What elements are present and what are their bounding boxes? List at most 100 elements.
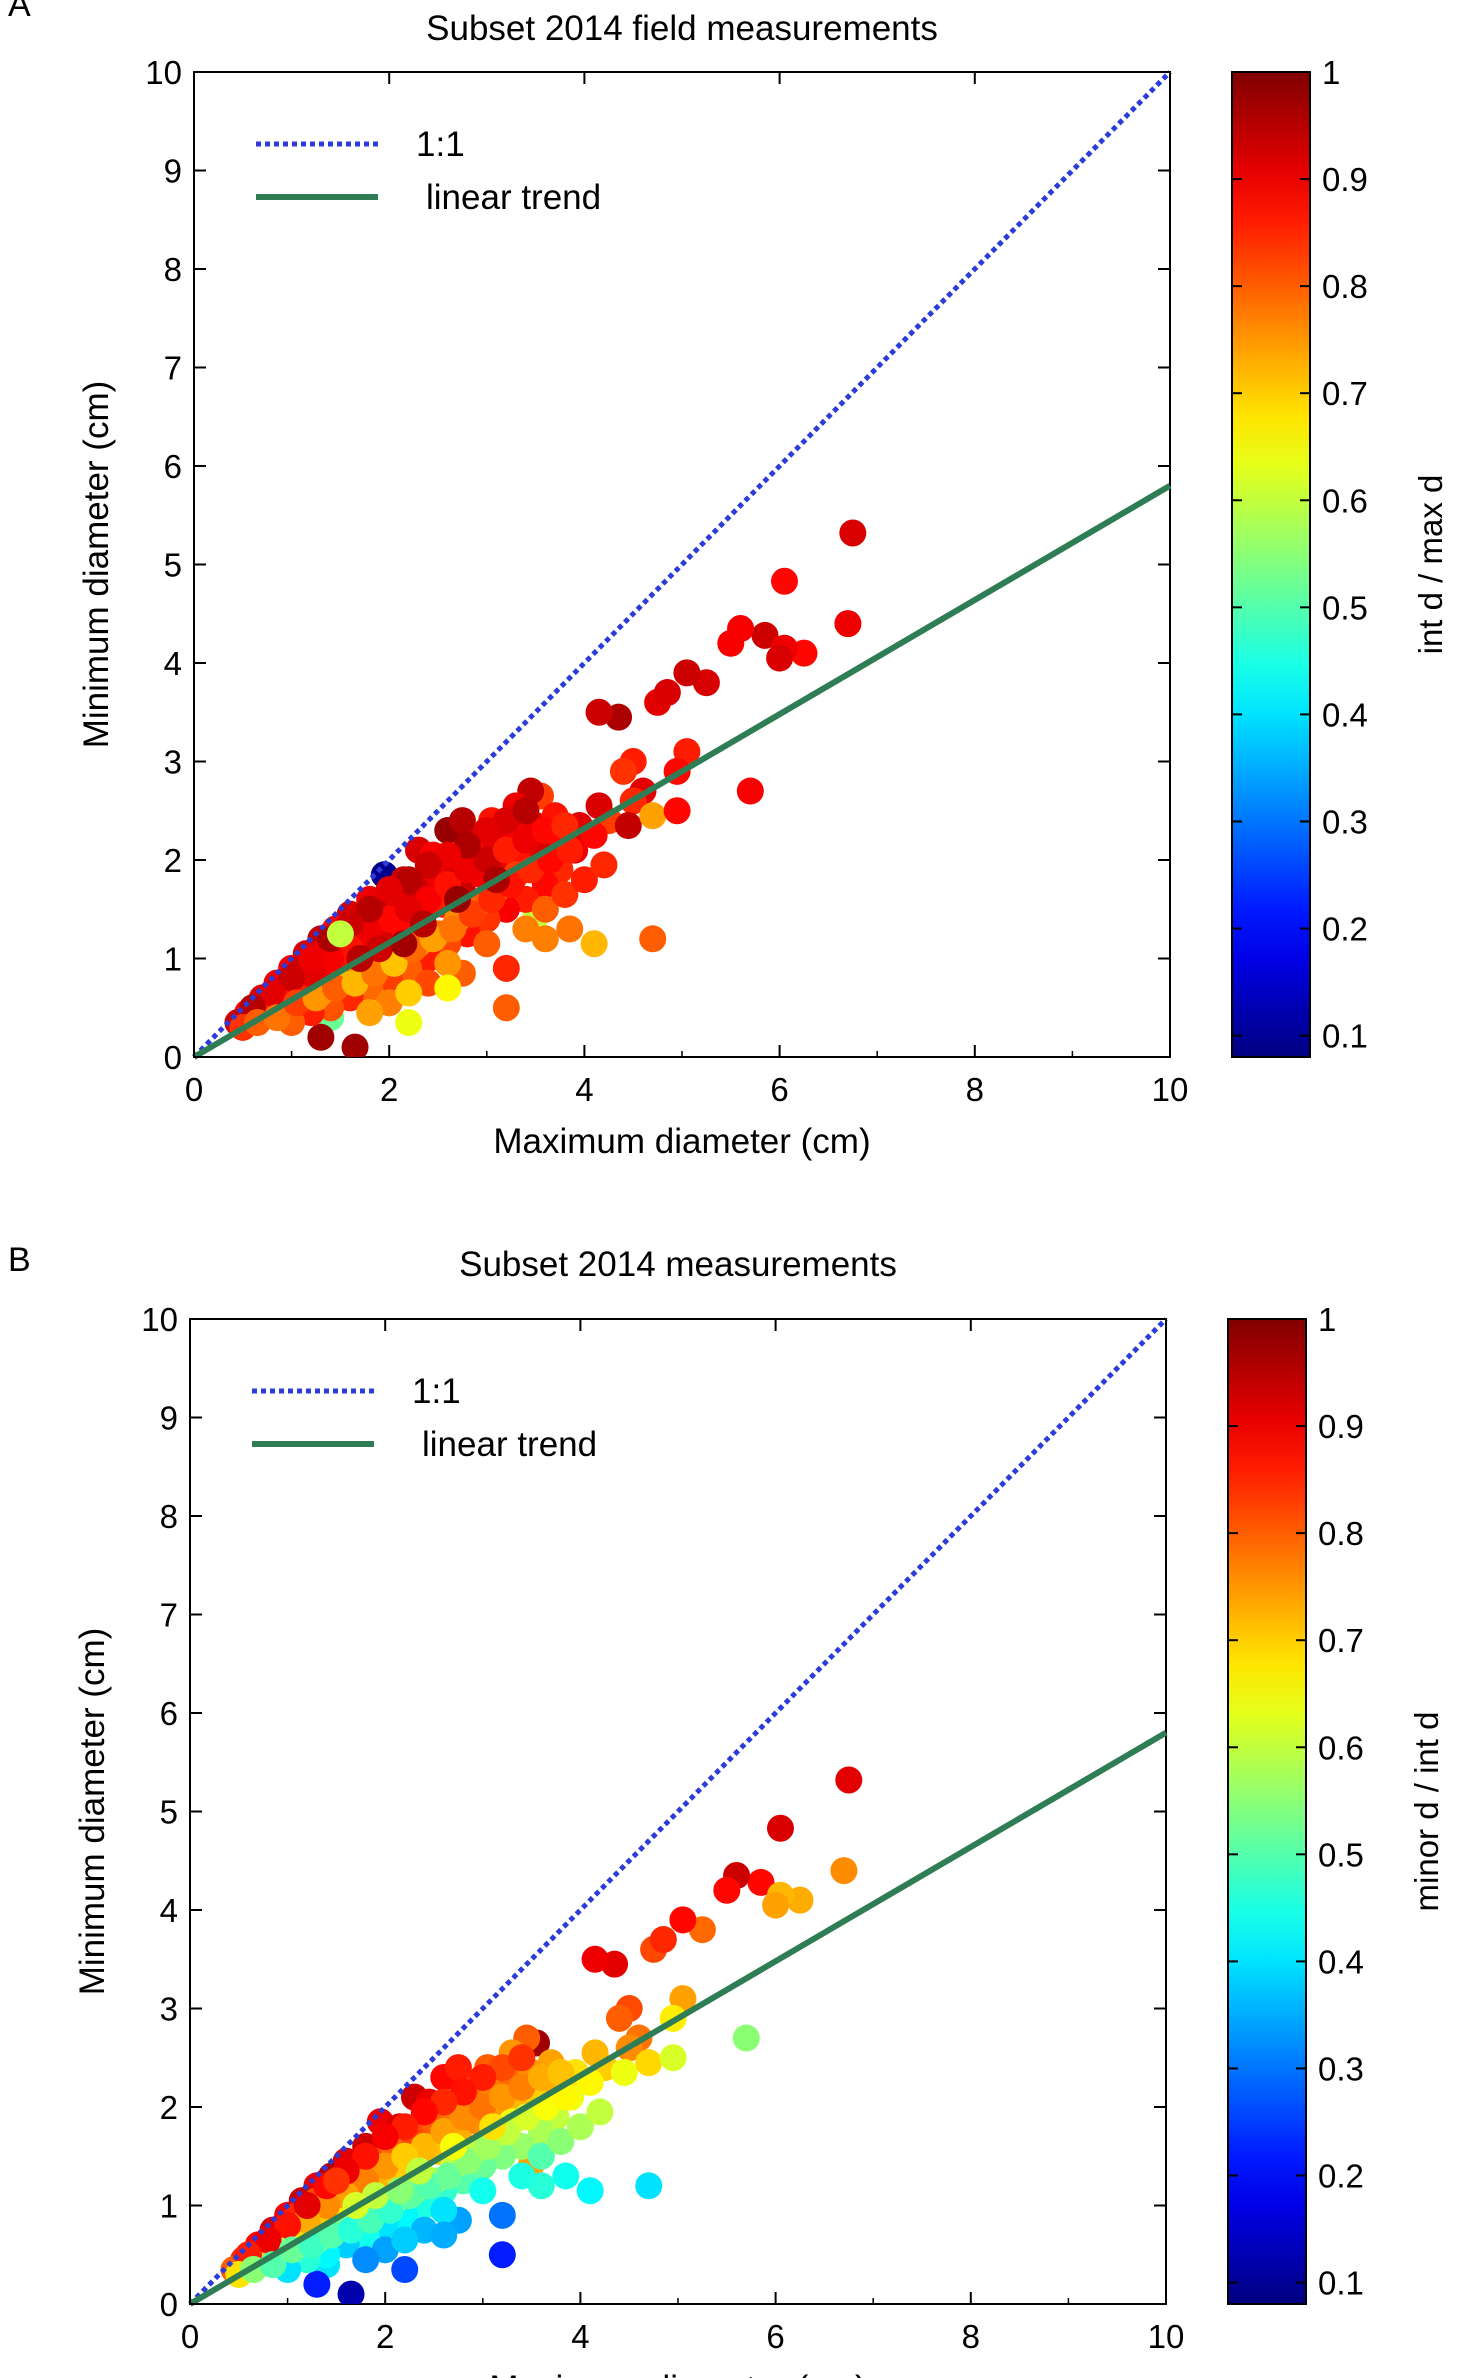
data-point	[395, 1009, 423, 1037]
x-tick-label: 0	[181, 2318, 199, 2355]
panel-b: B Subset 2014 measurements 0 2 4 6 8 10 0 1 2 3 4 5 6…	[0, 1189, 1480, 2378]
data-point	[605, 2004, 633, 2032]
colorbar-tick-label: 0.9	[1322, 161, 1368, 198]
colorbar-tick-label: 0.3	[1318, 2050, 1364, 2087]
colorbar-tick-label: 0.7	[1322, 375, 1368, 412]
colorbar-tick-label: 0.4	[1322, 696, 1368, 733]
data-point	[352, 2142, 380, 2170]
colorbar-tick-label: 0.5	[1318, 1836, 1364, 1873]
data-point	[435, 2162, 463, 2190]
data-point	[512, 797, 540, 825]
data-point	[434, 974, 462, 1002]
data-point	[488, 2241, 516, 2269]
chart-title: Subset 2014 field measurements	[426, 9, 938, 48]
colorbar-label: minor d / int d	[1408, 1712, 1445, 1912]
data-point	[352, 2246, 380, 2274]
data-point	[492, 954, 520, 982]
data-points	[224, 519, 867, 1057]
data-point	[639, 925, 667, 953]
data-point	[586, 2098, 614, 2126]
data-point	[278, 964, 306, 992]
data-point	[414, 851, 442, 879]
data-point	[713, 1876, 741, 1904]
x-tick-label: 4	[571, 2318, 589, 2355]
data-point	[391, 2226, 419, 2254]
scatter-chart-a: Subset 2014 field measurements 0 2 4 6 8 10 0 1 2…	[77, 9, 1449, 1161]
data-point	[649, 1926, 677, 1954]
data-point	[590, 851, 618, 879]
data-point	[337, 2280, 365, 2304]
y-tick-label: 5	[160, 1794, 178, 1831]
y-tick-label: 7	[160, 1597, 178, 1634]
x-tick-label: 10	[1152, 1071, 1189, 1108]
data-point	[395, 979, 423, 1007]
colorbar-tick-label: 0.5	[1322, 589, 1368, 626]
data-point	[614, 812, 642, 840]
data-point	[639, 802, 667, 830]
x-tick-label: 4	[575, 1071, 593, 1108]
data-point	[552, 2162, 580, 2190]
chart-title: Subset 2014 measurements	[459, 1245, 897, 1284]
data-point	[492, 994, 520, 1022]
y-tick-label: 0	[164, 1039, 182, 1076]
data-point	[580, 930, 608, 958]
y-tick-label: 2	[160, 2089, 178, 2126]
colorbar-tick-label: 0.2	[1322, 911, 1368, 948]
x-tick-label: 8	[962, 2318, 980, 2355]
x-axis-label: Maximum diameter (cm)	[489, 2369, 866, 2378]
data-point	[448, 807, 476, 835]
data-point	[322, 2167, 350, 2195]
colorbar	[1231, 71, 1311, 1058]
data-point	[570, 866, 598, 894]
data-point	[556, 915, 584, 943]
data-point	[303, 2270, 331, 2298]
y-tick-label: 2	[164, 842, 182, 879]
data-point	[659, 2044, 687, 2072]
data-point	[439, 915, 467, 943]
colorbar-tick-label: 0.3	[1322, 803, 1368, 840]
colorbar	[1227, 1318, 1307, 2305]
colorbar-tick-label: 1	[1318, 1301, 1336, 1338]
data-point	[371, 2123, 399, 2151]
y-tick-label: 6	[160, 1695, 178, 1732]
y-tick-label: 0	[160, 2286, 178, 2323]
linear-trend-line	[188, 1730, 1168, 2307]
data-point	[531, 895, 559, 923]
data-point	[547, 2127, 575, 2155]
data-point	[356, 895, 384, 923]
y-tick-label: 1	[160, 2188, 178, 2225]
data-point	[375, 876, 403, 904]
data-point	[410, 2098, 438, 2126]
data-point	[766, 1814, 794, 1842]
y-tick-label: 9	[164, 153, 182, 190]
data-point	[834, 610, 862, 638]
data-point	[473, 930, 501, 958]
data-point	[434, 949, 462, 977]
data-point	[635, 2049, 663, 2077]
x-tick-label: 2	[380, 1071, 398, 1108]
data-point	[508, 2044, 536, 2072]
y-tick-label: 4	[164, 645, 182, 682]
one-to-one-line	[192, 70, 1172, 1059]
panel-letter: B	[8, 1241, 31, 1279]
data-point	[581, 1945, 609, 1973]
data-point	[770, 567, 798, 595]
y-tick-label: 3	[164, 744, 182, 781]
data-point	[732, 2024, 760, 2052]
colorbar-tick-label: 1	[1322, 54, 1340, 91]
data-point	[512, 915, 540, 943]
y-tick-label: 1	[164, 941, 182, 978]
y-tick-label: 8	[160, 1498, 178, 1535]
x-tick-label: 2	[376, 2318, 394, 2355]
data-point	[717, 629, 745, 657]
legend-label-1to1: 1:1	[412, 1372, 461, 1411]
x-tick-label: 6	[770, 1071, 788, 1108]
colorbar-tick-label: 0.8	[1318, 1515, 1364, 1552]
one-to-one-line	[188, 1317, 1168, 2306]
data-point	[610, 2059, 638, 2087]
linear-trend-line	[192, 483, 1172, 1060]
colorbar-tick-label: 0.9	[1318, 1408, 1364, 1445]
data-point	[551, 880, 579, 908]
y-axis-label: Minimum diameter (cm)	[73, 1628, 112, 1996]
panel-a: A Subset 2014 field measurements 0 2 4 6 8 10 0…	[8, 0, 1449, 1161]
